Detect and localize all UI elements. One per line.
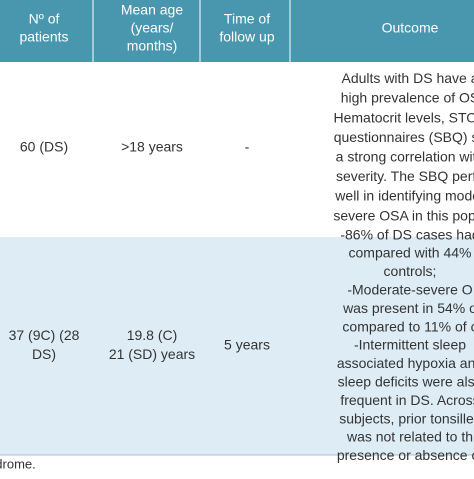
table-cell: DS) (32, 346, 56, 362)
table-cell: 19.8 (C) (127, 327, 178, 343)
table-cell: well in identifying moder (334, 188, 474, 204)
header-background (0, 0, 474, 62)
table-cell: - (245, 139, 250, 155)
table-cell: 37 (9C) (28 (9, 327, 80, 343)
table-cell: severity. The SBQ perfo (336, 168, 474, 184)
table-cell: Hematocrit levels, STOP (333, 109, 474, 125)
table-cell: >18 years (121, 139, 183, 155)
table-cell: -86% of DS cases had (340, 226, 474, 242)
row-background (0, 237, 474, 455)
table-cell: compared to 11% of c (342, 318, 474, 334)
table-cell: -Moderate-severe O (347, 282, 472, 298)
table-cell: 60 (DS) (20, 139, 68, 155)
header-cell: Nº of (29, 11, 60, 27)
header-cell: follow up (219, 29, 274, 45)
header-cell: Mean age (121, 2, 183, 18)
table-cell: a strong correlation with (336, 149, 474, 165)
table-cell: severe OSA in this popul (333, 207, 474, 223)
header-cell: patients (19, 29, 68, 45)
header-cell: months) (127, 38, 178, 54)
table-cell: -Intermittent sleep (354, 337, 466, 353)
table-cell: controls; (384, 263, 437, 279)
table-cell: was present in 54% o (342, 300, 474, 316)
table-cell: questionnaires (SBQ) sh (334, 129, 474, 145)
table-cell: 5 years (224, 337, 270, 353)
header-cell: Time of (224, 11, 270, 27)
table-cell: presence or absence of (337, 447, 474, 463)
table-cell: Adults with DS have a (342, 70, 474, 86)
table-cell: sleep deficits were also (338, 374, 474, 390)
table-cell: 21 (SD) years (109, 346, 195, 362)
header-cell: (years/ (131, 20, 174, 36)
table-cell: was not related to th (346, 429, 473, 445)
table-cell: subjects, prior tonsillec (339, 410, 474, 426)
table-cell: high prevalence of OS (341, 90, 474, 106)
table-cell: associated hypoxia and (337, 355, 474, 371)
footnote: n syndrome. (0, 456, 36, 471)
header-cell: Outcome (382, 20, 439, 36)
table-cell: frequent in DS. Across (340, 392, 474, 408)
table-cell: compared with 44% (349, 245, 472, 261)
